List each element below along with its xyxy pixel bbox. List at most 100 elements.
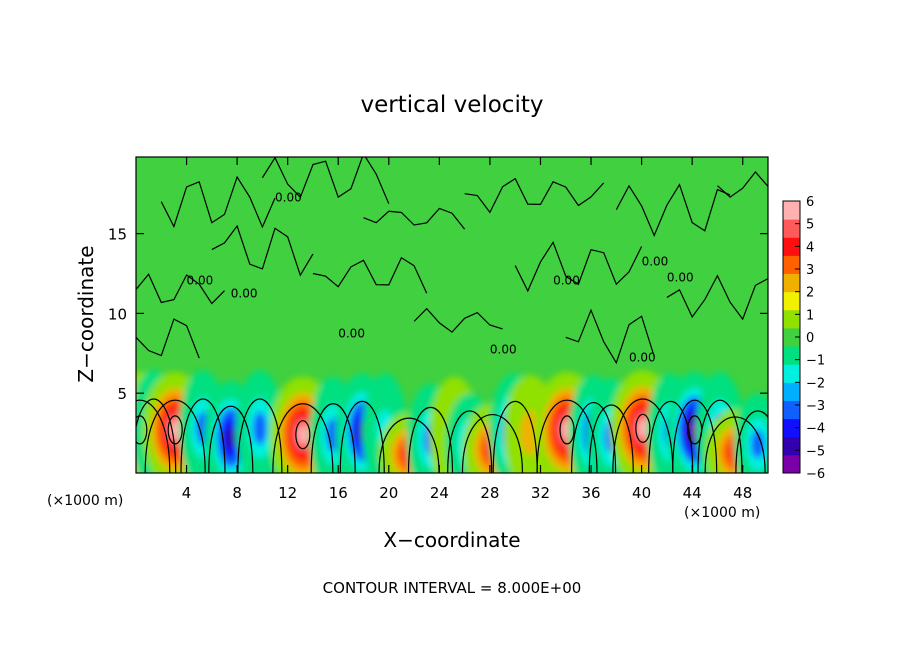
contour-line: [180, 398, 226, 473]
colorbar-swatch: [783, 436, 800, 456]
contour-line: [704, 416, 766, 473]
contour-label: 0.00: [338, 326, 365, 340]
contour-line: [447, 410, 493, 473]
contour-line: [310, 403, 356, 473]
colorbar-swatch: [783, 219, 800, 238]
contour-label: 0.00: [629, 350, 656, 364]
contour-line: [697, 399, 743, 473]
y-tick-label: 10: [108, 305, 127, 323]
x-tick-label: 12: [278, 484, 297, 502]
contour-line: [514, 240, 643, 293]
contour-line: [378, 417, 440, 473]
x-axis-label: X−coordinate: [383, 528, 520, 552]
velocity-cell-band: [751, 429, 765, 459]
contour-line: [208, 405, 254, 473]
colorbar-swatch: [783, 346, 800, 365]
x-tick-label: 24: [430, 484, 449, 502]
x-tick-label: 48: [733, 484, 752, 502]
contour-line: [261, 157, 390, 204]
contour-line: [136, 273, 225, 305]
y-axis: 5 10 15: [108, 226, 768, 403]
contour-label: 0.00: [642, 255, 669, 269]
y-unit-label: (×1000 m): [47, 493, 123, 509]
x-tick-label: 36: [581, 484, 600, 502]
contour-label: 0.00: [553, 274, 580, 288]
x-axis: 4 8 12 16 20 24 28 32 36 40 44 48: [182, 157, 752, 502]
contour-line: [407, 407, 454, 473]
contour-line: [272, 403, 334, 473]
y-tick-label: 15: [108, 226, 127, 244]
contour-line: [413, 307, 503, 333]
contour-label: 0.00: [275, 191, 302, 205]
colorbar-swatch: [783, 273, 800, 293]
colorbar-tick-label: 0: [806, 331, 814, 346]
colorbar-swatch: [783, 418, 800, 438]
contour-line: [136, 415, 148, 445]
contour-line: [211, 224, 314, 277]
contour-line: [312, 256, 428, 294]
contour-label: 0.00: [187, 274, 214, 288]
contour-line: [339, 400, 385, 473]
colorbar-swatch: [783, 309, 800, 329]
colorbar-tick-label: −4: [806, 422, 825, 437]
contour-line: [160, 175, 276, 229]
colorbar-swatch: [783, 454, 800, 474]
colorbar-tick-label: 5: [806, 218, 814, 233]
colorbar-tick-label: 4: [806, 240, 814, 255]
velocity-cell: [733, 393, 768, 473]
contour-line: [672, 399, 718, 473]
contour-line: [717, 171, 768, 198]
y-tick-label: 5: [117, 385, 127, 403]
plot-frame: [135, 156, 769, 474]
contour-line: [237, 398, 283, 473]
colorbar-tick-label: −2: [806, 376, 825, 391]
contour-line: [136, 318, 200, 359]
colorbar-tick-label: −5: [806, 444, 825, 459]
colorbar-tick-label: −3: [806, 399, 825, 414]
zero-contours: 0.000.000.000.000.000.000.000.000.00: [136, 157, 768, 473]
colorbar-tick-label: −6: [806, 467, 825, 482]
colorbar-swatch: [783, 291, 800, 311]
contour-line: [635, 413, 651, 443]
x-tick-label: 28: [480, 484, 499, 502]
colorbar-swatch: [783, 201, 800, 220]
x-unit-label: (×1000 m): [684, 505, 760, 521]
colorbar-tick-label: 1: [806, 308, 814, 323]
contour-interval-note: CONTOUR INTERVAL = 8.000E+00: [323, 579, 582, 597]
colorbar-swatch: [783, 255, 800, 275]
x-tick-label: 16: [329, 484, 348, 502]
x-tick-label: 40: [632, 484, 651, 502]
velocity-cell-band: [225, 426, 236, 449]
x-tick-label: 20: [379, 484, 398, 502]
contour-line: [144, 399, 206, 473]
contour-line: [464, 177, 605, 214]
colorbar-tick-label: 3: [806, 263, 814, 278]
velocity-cell-band: [253, 411, 267, 445]
chart-title: vertical velocity: [361, 92, 544, 118]
contour-line: [666, 274, 768, 321]
x-tick-label: 44: [683, 484, 702, 502]
contour-line: [461, 414, 524, 473]
contour-line: [363, 207, 466, 230]
velocity-cell-band: [297, 424, 309, 445]
velocity-cell-band: [637, 418, 649, 439]
contour-line: [588, 404, 634, 473]
contour-line: [167, 415, 183, 445]
colorbar-tick-label: 6: [806, 195, 814, 210]
contour-label: 0.00: [490, 342, 517, 356]
colorbar-tick-label: −1: [806, 354, 825, 369]
contour-line: [615, 183, 731, 238]
contour-line: [136, 399, 171, 473]
contour-label: 0.00: [667, 270, 694, 284]
x-tick-label: 4: [182, 484, 192, 502]
colorbar-swatch: [783, 364, 800, 383]
contour-line: [136, 398, 177, 473]
contour-line: [565, 308, 655, 365]
colorbar-swatch: [783, 400, 800, 420]
contour-line: [536, 399, 598, 473]
colorbar-swatch: [783, 327, 800, 347]
contour-line: [570, 401, 617, 473]
velocity-cells: [136, 370, 768, 473]
colorbar-swatch: [783, 237, 800, 256]
